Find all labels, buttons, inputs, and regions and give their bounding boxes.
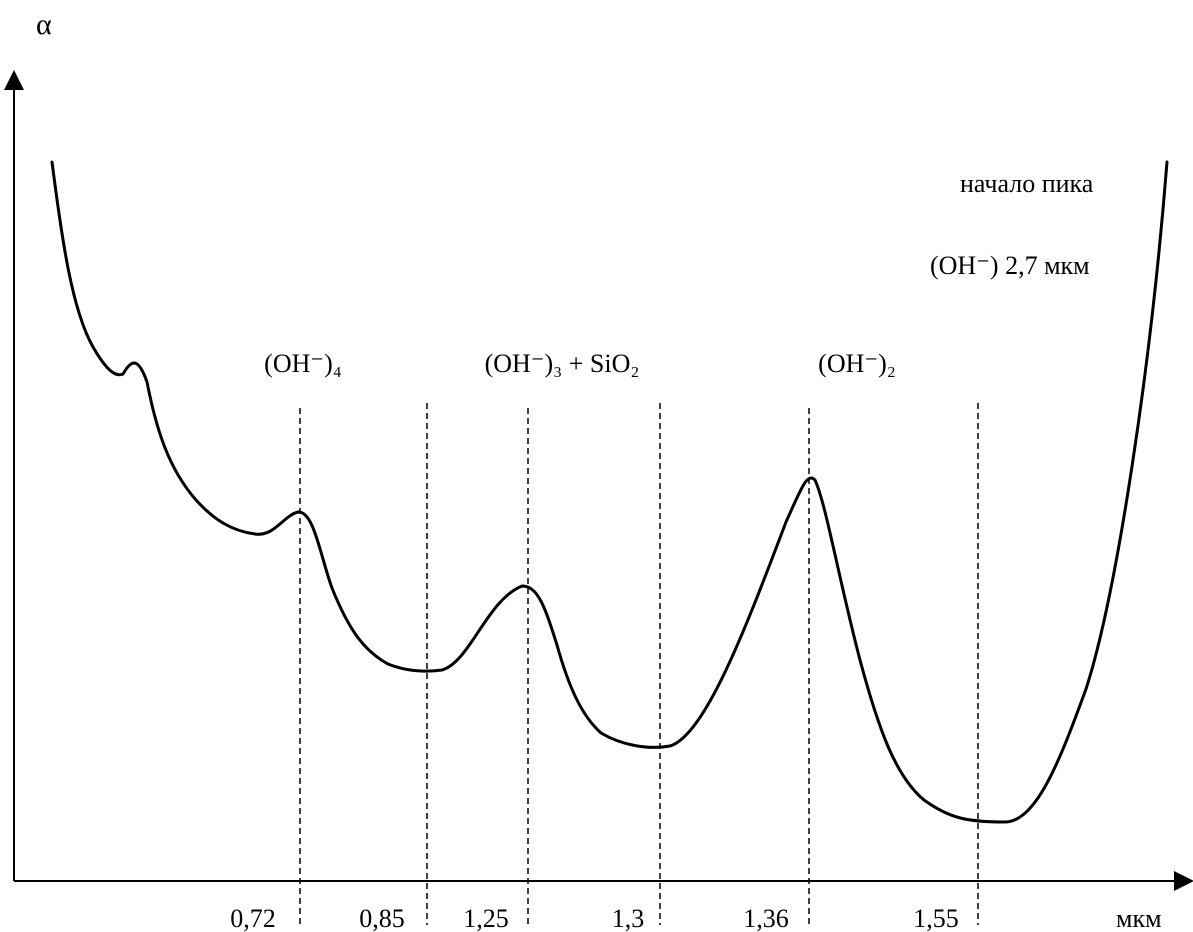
band-annotations: (OH⁻)₄ (OH⁻)₃ + SiO₂ (OH⁻)₂ <box>264 349 896 378</box>
band-annotation: (OH⁻)₂ <box>818 349 896 378</box>
x-tick-label: 1,3 <box>612 904 645 932</box>
y-axis-label: α <box>36 8 52 41</box>
x-guide-lines <box>299 403 979 925</box>
x-axis-unit: мкм <box>1116 904 1162 932</box>
x-tick-label: 1,36 <box>743 904 789 932</box>
band-annotation-label: (OH⁻)₂ <box>818 349 896 378</box>
x-tick-labels: 0,72 0,85 1,25 1,3 1,36 1,55 <box>230 904 959 932</box>
band-annotation: (OH⁻)₃ + SiO₂ <box>485 349 640 378</box>
x-tick-label: 0,85 <box>359 904 405 932</box>
peak-note-line2: (OH⁻) 2,7 мкм <box>930 251 1090 280</box>
x-tick-label: 0,72 <box>230 904 276 932</box>
x-tick-label: 1,55 <box>913 904 959 932</box>
band-annotation-label: (OH⁻)₃ + SiO₂ <box>485 349 640 378</box>
absorption-curve <box>50 160 1169 824</box>
band-annotation-label: (OH⁻)₄ <box>264 349 342 378</box>
x-tick-label: 1,25 <box>463 904 509 932</box>
peak-note-line1: начало пика <box>960 169 1094 198</box>
band-annotation: (OH⁻)₄ <box>264 349 342 378</box>
